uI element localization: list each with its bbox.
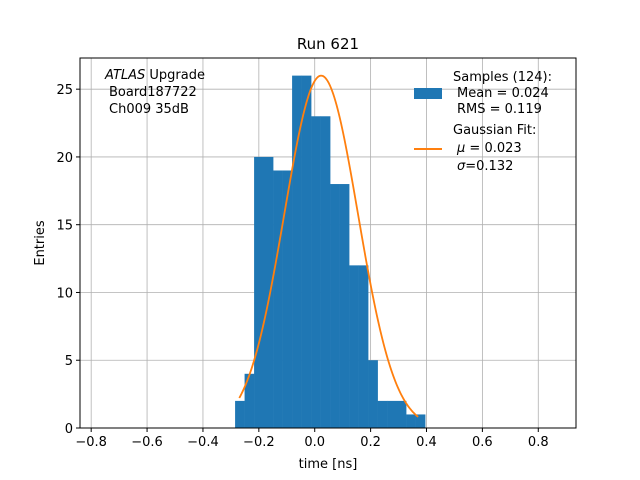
histogram-bar-8 [320,116,331,429]
y-axis-label: Entries [33,220,48,266]
histogram-bar-13 [368,360,378,428]
annotation-line-3: Ch009 35dB [109,102,189,117]
y-tick-label-3: 15 [56,219,73,234]
x-tick-label-7: 0.6 [472,435,493,450]
y-tick-label-5: 25 [56,83,73,98]
x-tick-label-5: 0.2 [360,435,381,450]
legend: Samples (124): Mean = 0.024 RMS = 0.119 … [414,70,552,174]
histogram-bar-5 [292,75,302,428]
histogram-bar-12 [358,265,369,428]
annotation-line-1: ATLAS Upgrade [104,68,205,83]
legend-fit-line-1: Gaussian Fit: [453,123,536,138]
histogram-bar-2 [254,156,274,428]
gaussian-fit-curve [238,74,419,418]
histogram-bar-3 [273,170,283,428]
histogram-bar-11 [349,265,359,428]
x-tick-label-8: 0.8 [528,435,549,450]
y-tick-label-2: 10 [56,286,73,301]
x-tick-label-6: 0.4 [416,435,437,450]
x-tick-label-3: −0.2 [243,435,275,450]
x-axis-ticks: −0.8 −0.6 −0.4 −0.2 0.0 0.2 0.4 0.6 0.8 [75,428,549,450]
histogram-bar-16 [406,414,416,428]
annotation-line-2: Board187722 [109,85,197,100]
histogram-bar-14 [377,400,388,428]
x-axis-label: time [ns] [299,457,358,472]
y-tick-label-4: 20 [56,151,73,166]
histogram-bars [235,75,426,429]
legend-samples-line-2: Mean = 0.024 [457,86,549,101]
x-tick-label-1: −0.6 [131,435,163,450]
gaussian-fit [238,74,419,418]
histogram-bar-10 [339,184,350,428]
x-tick-label-0: −0.8 [75,435,107,450]
histogram-bar-4 [282,170,293,428]
histogram-bar-1 [244,373,255,428]
legend-fit-line-2: μ = 0.023 [456,141,522,156]
histogram-bar-6 [301,75,312,428]
legend-fit-line-3: σ=0.132 [457,159,513,174]
y-tick-label-0: 0 [65,422,73,437]
legend-samples-line-1: Samples (124): [453,70,552,85]
y-axis-ticks: 0 5 10 15 20 25 [56,83,80,437]
histogram-bar-0 [235,400,245,428]
y-tick-label-1: 5 [65,354,73,369]
x-tick-label-4: 0.0 [304,435,325,450]
histogram-bar-9 [330,184,340,428]
atlas-annotation: ATLAS Upgrade Board187722 Ch009 35dB [104,68,205,117]
plot-frame [79,57,577,429]
legend-samples-line-3: RMS = 0.119 [457,102,542,117]
histogram-bar-7 [311,116,321,429]
legend-samples-swatch [414,88,442,99]
histogram-bar-15 [387,400,407,428]
histogram-bar-17 [415,414,426,428]
chart-title: Run 621 [297,35,359,53]
x-tick-label-2: −0.4 [187,435,219,450]
